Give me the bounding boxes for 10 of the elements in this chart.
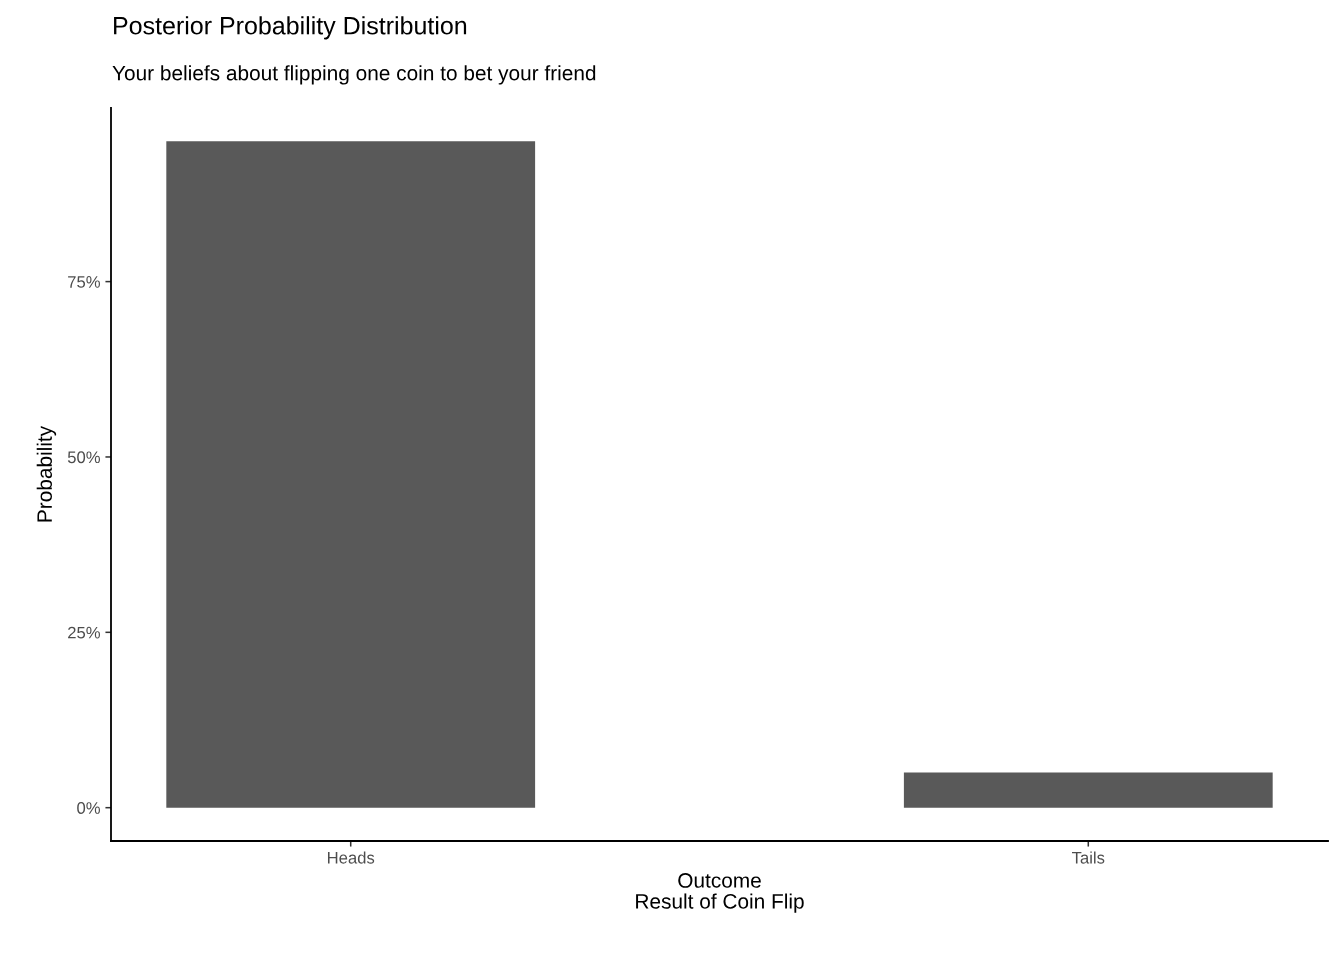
- y-tick-label: 75%: [68, 276, 100, 288]
- y-tick-label: 0%: [77, 802, 100, 814]
- y-tick-label: 50%: [67, 451, 100, 464]
- y-tick-label: 25%: [68, 626, 100, 639]
- chart-subtitle: Your beliefs about flipping one coin to bet your friend: [112, 65, 596, 85]
- chart-title: Posterior Probability Distribution: [114, 16, 467, 40]
- y-axis-title: Probability: [36, 425, 57, 522]
- x-tick-label: Tails: [1072, 851, 1105, 864]
- x-tick-label: Heads: [327, 851, 375, 864]
- x-axis-title: Outcome Result of Coin Flip: [636, 873, 804, 913]
